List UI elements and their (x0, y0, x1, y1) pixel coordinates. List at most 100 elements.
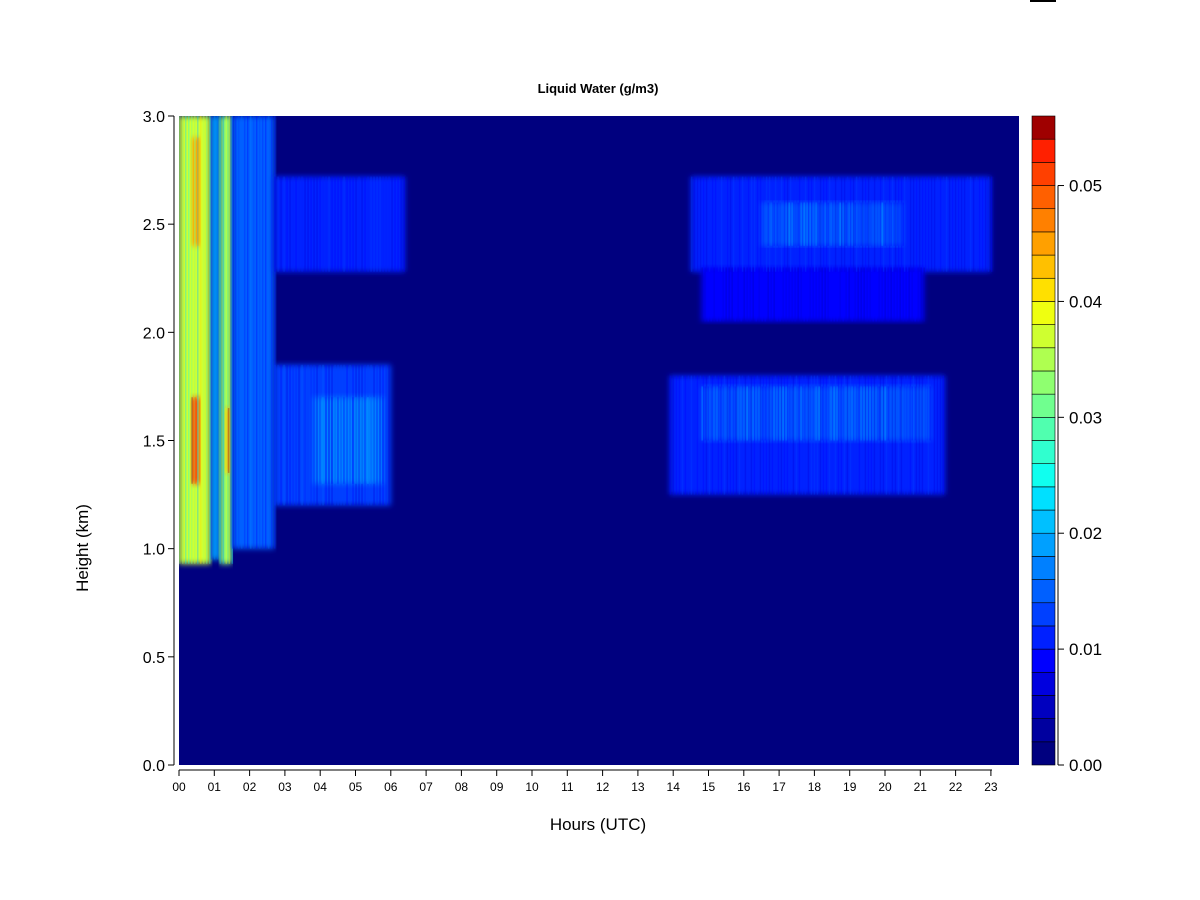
heatmap-streak (884, 386, 886, 441)
heatmap-streak (304, 176, 306, 272)
heatmap-streak (758, 267, 760, 322)
heatmap-streak (912, 176, 915, 272)
heatmap-streak (924, 176, 927, 272)
colorbar-cell (1031, 185, 1056, 210)
heatmap-streak (762, 375, 765, 495)
heatmap-streak (918, 375, 921, 495)
heatmap-streak (331, 176, 333, 272)
heatmap-streak (364, 397, 366, 484)
heatmap-streak (939, 375, 942, 495)
heatmap-streak (701, 386, 703, 441)
heatmap-streak (316, 364, 318, 506)
heatmap-streak (887, 267, 889, 322)
heatmap-streak (851, 386, 853, 441)
heatmap-streak (771, 176, 774, 272)
x-tick-label: 23 (984, 780, 998, 794)
heatmap-streak (755, 386, 757, 441)
heatmap-streak (352, 364, 354, 506)
heatmap-streak (358, 397, 360, 484)
heatmap-streak (939, 176, 942, 272)
heatmap-streak (818, 202, 820, 246)
heatmap-streak (777, 176, 780, 272)
heatmap-streak (298, 176, 300, 272)
heatmap-streak (744, 375, 747, 495)
x-tick-label: 10 (525, 780, 539, 794)
heatmap-streak (400, 176, 402, 272)
colorbar-cell (1031, 509, 1056, 534)
heatmap-streak (789, 375, 792, 495)
heatmap-streak (283, 364, 285, 506)
heatmap-streak (716, 386, 718, 441)
heatmap-streak (878, 202, 880, 246)
heatmap-streak (704, 267, 706, 322)
heatmap-streak (761, 267, 763, 322)
heatmap-streak (298, 364, 300, 506)
colorbar-cell (1031, 370, 1056, 395)
heatmap-streak (800, 386, 802, 441)
heatmap-streak (822, 375, 825, 495)
heatmap-streak (906, 375, 909, 495)
heatmap-streak (337, 397, 339, 484)
heatmap-streak (845, 267, 847, 322)
heatmap-streak (737, 386, 739, 441)
heatmap-streak (210, 116, 213, 560)
heatmap-streak (270, 116, 273, 549)
heatmap-streak (261, 116, 264, 549)
corner-mark (1030, 0, 1056, 2)
heatmap-streak (191, 116, 193, 564)
heatmap-streak (839, 386, 841, 441)
heatmap-streak (725, 267, 727, 322)
heatmap-streak (768, 176, 771, 272)
colorbar-cell (1031, 254, 1056, 279)
heatmap-streak (206, 116, 208, 564)
heatmap-streak (340, 397, 342, 484)
heatmap-streak (382, 364, 384, 506)
heatmap-streak (981, 176, 984, 272)
heatmap-streak (942, 176, 945, 272)
heatmap-streak (837, 176, 840, 272)
heatmap-streak (852, 375, 855, 495)
heatmap-streak (900, 375, 903, 495)
heatmap-streak (801, 176, 804, 272)
heatmap-region-14 (701, 386, 931, 441)
heatmap-streak (926, 386, 928, 441)
heatmap-streak (782, 202, 784, 246)
heatmap-streak (182, 116, 184, 564)
heatmap-streak (316, 397, 318, 484)
x-tick-label: 05 (349, 780, 363, 794)
heatmap-streak (957, 176, 960, 272)
heatmap-streak (788, 386, 790, 441)
heatmap-streak (816, 375, 819, 495)
heatmap-streak (213, 116, 216, 560)
x-tick-label: 02 (243, 780, 257, 794)
heatmap-streak (887, 202, 889, 246)
heatmap-streak (732, 375, 735, 495)
heatmap-streak (713, 386, 715, 441)
heatmap-streak (857, 267, 859, 322)
heatmap-streak (990, 176, 993, 272)
heatmap-streak (179, 116, 181, 564)
heatmap-streak (701, 267, 703, 322)
heatmap-streak (893, 267, 895, 322)
heatmap-streak (806, 202, 808, 246)
heatmap-regions (179, 116, 991, 564)
heatmap-streak (806, 267, 808, 322)
heatmap-streak (915, 375, 918, 495)
heatmap-streak (752, 267, 754, 322)
heatmap-streak (334, 176, 336, 272)
heatmap-streak (774, 176, 777, 272)
heatmap-streak (848, 267, 850, 322)
heatmap-streak (735, 176, 738, 272)
heatmap-streak (222, 116, 225, 564)
heatmap-streak (361, 364, 363, 506)
heatmap-streak (346, 364, 348, 506)
heatmap-streak (246, 116, 249, 549)
heatmap-streak (331, 364, 333, 506)
x-tick-label: 22 (949, 780, 963, 794)
heatmap-streak (776, 202, 778, 246)
heatmap-streak (854, 267, 856, 322)
heatmap-streak (277, 176, 279, 272)
heatmap-streak (743, 267, 745, 322)
heatmap-streak (836, 267, 838, 322)
heatmap-streak (234, 116, 237, 549)
